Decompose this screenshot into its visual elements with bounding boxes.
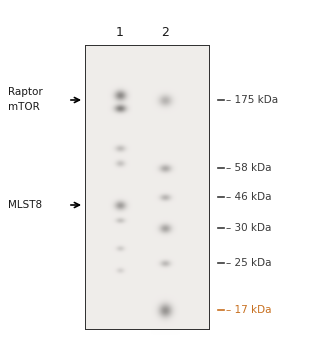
- Text: MLST8: MLST8: [8, 200, 42, 210]
- Text: – 175 kDa: – 175 kDa: [226, 95, 278, 105]
- Text: – 25 kDa: – 25 kDa: [226, 258, 271, 268]
- Text: 1: 1: [116, 26, 124, 39]
- Text: 2: 2: [161, 26, 169, 39]
- Text: – 17 kDa: – 17 kDa: [226, 305, 271, 315]
- Text: – 58 kDa: – 58 kDa: [226, 163, 271, 173]
- Text: Raptor: Raptor: [8, 87, 43, 97]
- Text: – 46 kDa: – 46 kDa: [226, 192, 271, 202]
- Text: mTOR: mTOR: [8, 102, 40, 112]
- Text: – 30 kDa: – 30 kDa: [226, 223, 271, 233]
